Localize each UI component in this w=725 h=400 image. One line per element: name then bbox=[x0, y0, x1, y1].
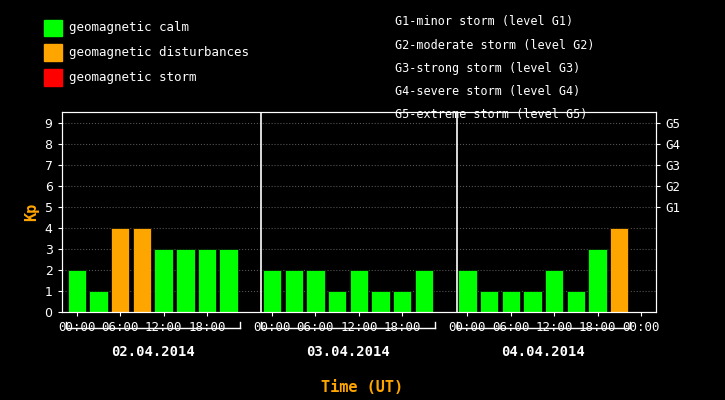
Bar bbox=[523, 291, 542, 312]
Bar bbox=[610, 228, 629, 312]
Bar bbox=[111, 228, 130, 312]
Text: G3-strong storm (level G3): G3-strong storm (level G3) bbox=[395, 62, 581, 75]
Bar bbox=[133, 228, 151, 312]
Bar bbox=[567, 291, 585, 312]
Text: G1-minor storm (level G1): G1-minor storm (level G1) bbox=[395, 16, 573, 28]
Text: G5-extreme storm (level G5): G5-extreme storm (level G5) bbox=[395, 108, 587, 121]
Bar bbox=[545, 270, 563, 312]
Bar bbox=[89, 291, 108, 312]
Bar bbox=[349, 270, 368, 312]
Bar bbox=[176, 249, 194, 312]
Bar bbox=[371, 291, 390, 312]
Text: G4-severe storm (level G4): G4-severe storm (level G4) bbox=[395, 85, 581, 98]
Text: G2-moderate storm (level G2): G2-moderate storm (level G2) bbox=[395, 39, 594, 52]
Bar bbox=[220, 249, 238, 312]
Text: 04.04.2014: 04.04.2014 bbox=[502, 345, 585, 359]
Bar bbox=[588, 249, 607, 312]
Text: Time (UT): Time (UT) bbox=[321, 380, 404, 396]
Bar bbox=[154, 249, 173, 312]
Bar bbox=[306, 270, 325, 312]
Y-axis label: Kp: Kp bbox=[24, 203, 39, 221]
Bar bbox=[198, 249, 216, 312]
Bar bbox=[480, 291, 498, 312]
Bar bbox=[328, 291, 347, 312]
Bar bbox=[284, 270, 303, 312]
Text: 03.04.2014: 03.04.2014 bbox=[306, 345, 390, 359]
Bar bbox=[458, 270, 476, 312]
Text: geomagnetic disturbances: geomagnetic disturbances bbox=[69, 46, 249, 59]
Bar bbox=[67, 270, 86, 312]
Bar bbox=[502, 291, 520, 312]
Text: geomagnetic calm: geomagnetic calm bbox=[69, 22, 189, 34]
Text: 02.04.2014: 02.04.2014 bbox=[111, 345, 194, 359]
Text: geomagnetic storm: geomagnetic storm bbox=[69, 71, 196, 84]
Bar bbox=[393, 291, 412, 312]
Bar bbox=[415, 270, 433, 312]
Bar bbox=[263, 270, 281, 312]
